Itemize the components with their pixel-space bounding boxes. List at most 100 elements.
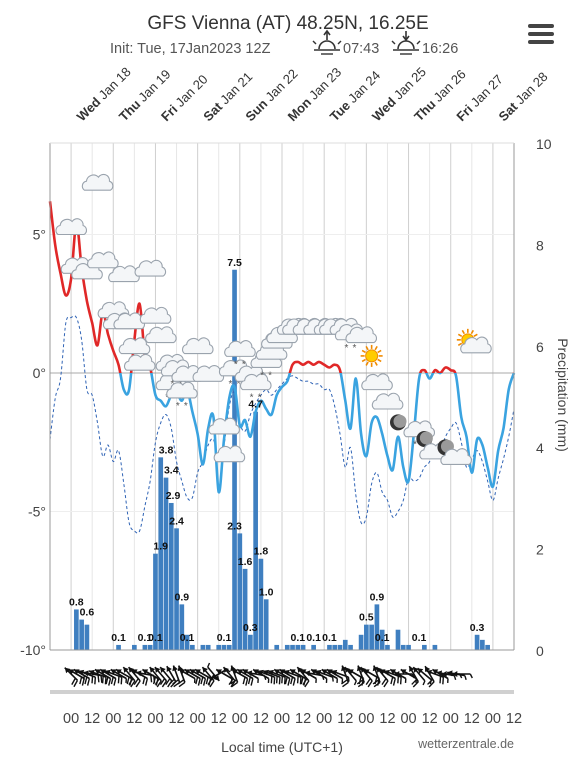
wind-barb (379, 668, 396, 686)
temperature-line-above-zero (48, 201, 514, 373)
precip-bar (358, 634, 364, 650)
precip-value-label: 0.5 (359, 612, 374, 624)
precip-bar (342, 639, 348, 650)
wind-barb (344, 666, 357, 686)
weather-icon (361, 373, 393, 391)
hour-tick-label: 12 (84, 711, 100, 727)
right-axis-tick-label: 8 (536, 237, 544, 253)
wind-barb (178, 668, 196, 684)
wind-barb (236, 668, 254, 686)
precip-bar (221, 644, 227, 650)
precip-bar (332, 644, 338, 650)
subtitle: Init: Tue, 17Jan2023 12Z 07:43 16:26 (110, 29, 458, 57)
precip-bar (153, 553, 158, 650)
dewpoint-line (49, 315, 515, 534)
precip-bar (84, 624, 90, 650)
weather-icon (208, 417, 240, 435)
precip-value-label: 2.4 (169, 515, 184, 527)
wind-barb (452, 671, 473, 679)
cloud-icon (55, 218, 88, 236)
wind-barb (64, 667, 79, 688)
hour-tick-label: 00 (147, 711, 163, 727)
right-axis-tick-label: 10 (536, 136, 552, 152)
wind-barb (341, 665, 350, 688)
snowflake-icon: * (413, 440, 417, 451)
wind-barb (230, 665, 239, 688)
snowflake-icon: * (229, 379, 233, 390)
weather-icon (123, 353, 156, 371)
precip-value-label: 7.5 (227, 257, 242, 269)
precip-value-label: 1.0 (259, 586, 274, 598)
weather-icon (416, 431, 433, 448)
precip-bar (300, 644, 306, 650)
cloud-icon (145, 326, 177, 344)
precip-value-label: 1.9 (153, 541, 168, 553)
wind-barb (94, 668, 112, 686)
snowflake-icon: * (237, 379, 241, 390)
precip-bar (385, 644, 390, 650)
cloud-icon (440, 448, 472, 465)
weather-icon: ** (239, 373, 272, 404)
left-axis-tick-label: -10° (20, 642, 46, 658)
wind-barb (201, 666, 215, 688)
cloud-icon (118, 337, 151, 355)
hour-tick-label: 00 (232, 711, 248, 727)
hour-tick-label: 00 (274, 711, 290, 727)
weather-icon (181, 337, 214, 355)
precip-value-label: 0.1 (375, 632, 390, 644)
snowflake-icon: * (250, 393, 254, 404)
hour-tick-label: 00 (358, 711, 374, 727)
credit-label: wetterzentrale.de (417, 737, 514, 751)
snowflake-icon: * (258, 393, 262, 404)
precip-bar (263, 599, 269, 650)
precip-bar (190, 644, 195, 650)
wind-barb (283, 669, 302, 685)
precip-value-label: 0.1 (412, 632, 427, 644)
snowflake-icon: * (242, 359, 246, 370)
precip-bar (480, 639, 485, 650)
precip-bar (284, 644, 290, 650)
precip-bar (290, 644, 295, 650)
cloud-icon (239, 373, 272, 391)
wind-barb (424, 665, 435, 688)
hamburger-menu-icon[interactable] (528, 24, 554, 46)
cloud-icon (460, 336, 492, 354)
precip-bar (174, 528, 179, 650)
left-axis-tick-label: -5° (28, 504, 46, 520)
precip-bar (348, 644, 353, 650)
weather-icon (345, 326, 378, 344)
left-axis-tick-label: 0° (33, 365, 46, 381)
cloud-icon (208, 417, 240, 435)
precip-value-label: 0.1 (148, 632, 163, 644)
cloud-icon (134, 259, 167, 277)
precip-bar (485, 644, 490, 650)
hour-tick-label: 00 (190, 711, 206, 727)
precip-value-label: 0.1 (180, 632, 195, 644)
cloud-icon (123, 353, 156, 371)
precip-value-label: 3.8 (159, 444, 174, 456)
precip-bar (168, 502, 174, 650)
hour-tick-label: 00 (316, 711, 332, 727)
precip-bar (226, 644, 232, 650)
sunrise-icon (312, 29, 342, 55)
cloud-icon (213, 445, 246, 463)
right-axis-label: Precipitation (mm) (555, 338, 571, 452)
wind-barb (372, 665, 381, 688)
snowflake-icon: * (260, 370, 264, 381)
precip-value-label: 0.1 (322, 632, 337, 644)
right-axis-tick-label: 6 (536, 339, 544, 355)
gridlines (50, 143, 514, 650)
wind-barb (149, 666, 162, 688)
wind-barb (177, 665, 186, 688)
precip-bar (132, 644, 137, 650)
precip-bar (158, 457, 164, 650)
precip-value-label: 0.9 (175, 591, 190, 603)
precip-bar (258, 558, 264, 650)
precip-bar (274, 644, 280, 650)
precip-bar (200, 644, 206, 650)
precip-bar (400, 644, 406, 650)
precip-value-label: 1.8 (254, 546, 269, 558)
temperature-lines (48, 201, 516, 534)
weather-icon (371, 392, 404, 410)
hour-tick-label: 12 (379, 711, 395, 727)
